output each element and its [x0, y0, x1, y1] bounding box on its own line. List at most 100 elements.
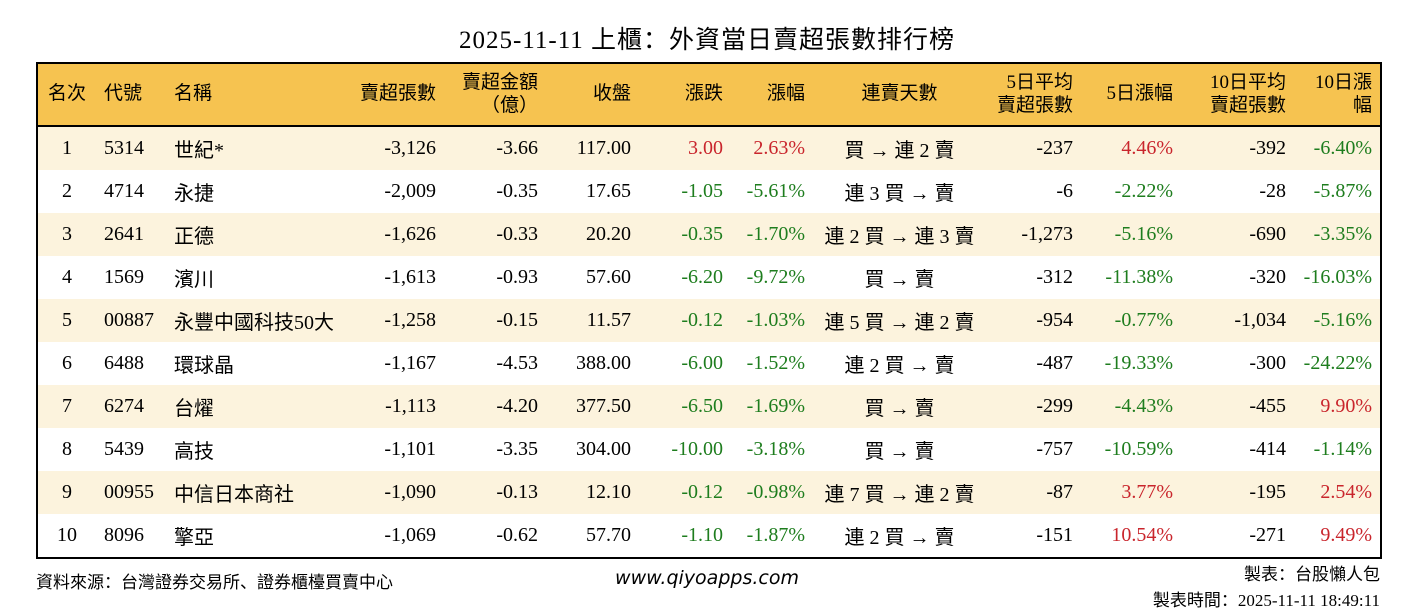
- cell-code: 1569: [104, 266, 144, 288]
- cell-change_pct: -1.87%: [746, 524, 805, 546]
- cell-avg5_volume: -954: [1036, 309, 1073, 331]
- cell-pct5: -5.16%: [1114, 223, 1173, 245]
- cell-change_pct: -1.70%: [746, 223, 805, 245]
- cell-avg10_volume: -271: [1249, 524, 1286, 546]
- cell-avg5_volume: -1,273: [1021, 223, 1073, 245]
- table-row: 5 00887 永豐中國科技50大 -1,258 -0.15 11.57 -0.12 -1.0…: [37, 299, 1381, 342]
- cell-avg10_volume: -28: [1259, 180, 1286, 202]
- table-row: 9 00955 中信日本商社 -1,090 -0.13 12.10 -0.12 -0.98% 連…: [37, 471, 1381, 514]
- cell-avg10_volume: -690: [1249, 223, 1286, 245]
- cell-change_pct: -0.98%: [746, 481, 805, 503]
- cell-rank: 3: [62, 223, 72, 245]
- column-header-name: 名稱: [166, 63, 341, 127]
- cell-change: 3.00: [688, 137, 723, 159]
- cell-change_pct: -1.52%: [746, 352, 805, 374]
- cell-name: 擎亞: [174, 527, 214, 549]
- cell-sell_streak: 連 2 買 → 連 3 賣: [824, 226, 975, 248]
- cell-pct5: 10.54%: [1111, 524, 1173, 546]
- cell-sell_amount: -0.15: [496, 309, 538, 331]
- table-body: 1 5314 世紀* -3,126 -3.66 117.00 3.00 2.63% 買 → 連 …: [37, 126, 1381, 558]
- cell-sell_volume: -1,101: [384, 438, 436, 460]
- report-timestamp: 製表時間：2025-11-11 18:49:11: [1152, 591, 1380, 610]
- cell-name: 環球晶: [174, 355, 234, 377]
- cell-code: 6488: [104, 352, 144, 374]
- cell-name: 濱川: [174, 269, 214, 291]
- cell-code: 5439: [104, 438, 144, 460]
- cell-sell_amount: -3.35: [496, 438, 538, 460]
- cell-pct5: -4.43%: [1114, 395, 1173, 417]
- cell-sell_streak: 連 2 買 → 賣: [844, 527, 955, 549]
- table-row: 10 8096 擎亞 -1,069 -0.62 57.70 -1.10 -1.87% 連 2 買…: [37, 514, 1381, 558]
- column-header-change: 漲跌: [639, 63, 731, 127]
- cell-close: 20.20: [586, 223, 631, 245]
- foreign-net-sell-ranking-table: 名次 代號 名稱 賣超張數 賣超金額 （億） 收盤 漲跌 漲幅 連賣天數 5日平均 賣超張數 5日漲…: [36, 62, 1382, 559]
- cell-close: 17.65: [586, 180, 631, 202]
- cell-sell_volume: -1,113: [385, 395, 436, 417]
- cell-sell_volume: -3,126: [384, 137, 436, 159]
- cell-pct10: 2.54%: [1320, 481, 1372, 503]
- cell-avg10_volume: -1,034: [1234, 309, 1286, 331]
- cell-name: 永豐中國科技50大: [174, 312, 334, 334]
- cell-pct5: -10.59%: [1104, 438, 1173, 460]
- cell-avg5_volume: -299: [1036, 395, 1073, 417]
- cell-pct5: -19.33%: [1104, 352, 1173, 374]
- cell-code: 5314: [104, 137, 144, 159]
- column-header-sell_streak: 連賣天數: [813, 63, 986, 127]
- cell-sell_amount: -4.53: [496, 352, 538, 374]
- cell-change: -0.12: [681, 481, 723, 503]
- cell-avg5_volume: -6: [1056, 180, 1073, 202]
- table-row: 1 5314 世紀* -3,126 -3.66 117.00 3.00 2.63% 買 → 連 …: [37, 126, 1381, 170]
- table-header-row: 名次 代號 名稱 賣超張數 賣超金額 （億） 收盤 漲跌 漲幅 連賣天數 5日平均 賣超張數 5日漲…: [37, 63, 1381, 127]
- table-row: 6 6488 環球晶 -1,167 -4.53 388.00 -6.00 -1.52% 連 2 …: [37, 342, 1381, 385]
- cell-rank: 6: [62, 352, 72, 374]
- cell-code: 6274: [104, 395, 144, 417]
- cell-pct10: -5.16%: [1313, 309, 1372, 331]
- cell-change: -0.35: [681, 223, 723, 245]
- cell-name: 正德: [174, 226, 214, 248]
- cell-change: -1.10: [681, 524, 723, 546]
- cell-close: 12.10: [586, 481, 631, 503]
- cell-change_pct: -1.03%: [746, 309, 805, 331]
- cell-rank: 4: [62, 266, 72, 288]
- cell-close: 377.50: [576, 395, 631, 417]
- column-header-code: 代號: [96, 63, 166, 127]
- table-row: 3 2641 正德 -1,626 -0.33 20.20 -0.35 -1.70% 連 2 買 …: [37, 213, 1381, 256]
- column-header-rank: 名次: [37, 63, 96, 127]
- column-header-avg5_volume: 5日平均 賣超張數: [986, 63, 1081, 127]
- cell-close: 304.00: [576, 438, 631, 460]
- cell-sell_streak: 連 5 買 → 連 2 賣: [824, 312, 975, 334]
- cell-pct10: -1.14%: [1313, 438, 1372, 460]
- cell-sell_amount: -0.93: [496, 266, 538, 288]
- cell-code: 2641: [104, 223, 144, 245]
- cell-name: 高技: [174, 441, 214, 463]
- cell-avg10_volume: -414: [1249, 438, 1286, 460]
- cell-close: 11.57: [586, 309, 631, 331]
- cell-code: 4714: [104, 180, 144, 202]
- cell-avg5_volume: -237: [1036, 137, 1073, 159]
- cell-pct5: -2.22%: [1114, 180, 1173, 202]
- column-header-sell_volume: 賣超張數: [341, 63, 444, 127]
- cell-code: 8096: [104, 524, 144, 546]
- cell-sell_streak: 買 → 賣: [864, 441, 935, 463]
- column-header-sell_amount: 賣超金額 （億）: [444, 63, 546, 127]
- column-header-change_pct: 漲幅: [731, 63, 813, 127]
- cell-sell_volume: -1,167: [384, 352, 436, 374]
- cell-pct10: -16.03%: [1303, 266, 1372, 288]
- cell-change: -6.20: [681, 266, 723, 288]
- cell-change_pct: -1.69%: [746, 395, 805, 417]
- cell-change_pct: -9.72%: [746, 266, 805, 288]
- cell-rank: 8: [62, 438, 72, 460]
- cell-change: -6.00: [681, 352, 723, 374]
- cell-change: -0.12: [681, 309, 723, 331]
- cell-avg5_volume: -487: [1036, 352, 1073, 374]
- cell-pct10: -5.87%: [1313, 180, 1372, 202]
- cell-sell_amount: -0.62: [496, 524, 538, 546]
- cell-sell_streak: 買 → 連 2 賣: [844, 140, 955, 162]
- cell-name: 中信日本商社: [174, 484, 294, 506]
- cell-rank: 9: [62, 481, 72, 503]
- table-header: 名次 代號 名稱 賣超張數 賣超金額 （億） 收盤 漲跌 漲幅 連賣天數 5日平均 賣超張數 5日漲…: [37, 63, 1381, 127]
- cell-change_pct: -5.61%: [746, 180, 805, 202]
- cell-sell_amount: -0.33: [496, 223, 538, 245]
- cell-avg5_volume: -757: [1036, 438, 1073, 460]
- cell-sell_volume: -1,613: [384, 266, 436, 288]
